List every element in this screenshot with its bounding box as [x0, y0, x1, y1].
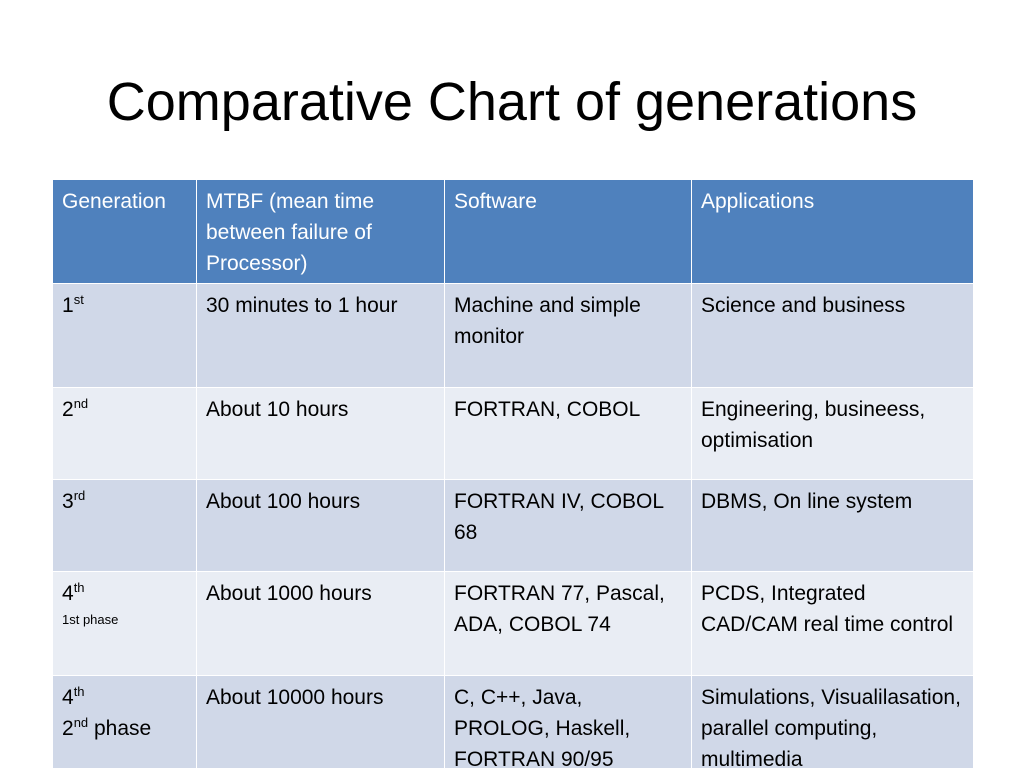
- slide-title: Comparative Chart of generations: [106, 72, 918, 132]
- software-cell: FORTRAN IV, COBOL 68: [444, 479, 692, 572]
- applications-cell: Engineering, busineess, optimisation: [691, 387, 974, 480]
- software-cell: Machine and simple monitor: [444, 283, 692, 388]
- generation-number: 4: [62, 582, 74, 605]
- phase-suffix: nd: [73, 715, 89, 730]
- generation-suffix: st: [73, 292, 84, 307]
- header-software: Software: [444, 179, 692, 284]
- table-row: 1st 30 minutes to 1 hour Machine and sim…: [52, 283, 974, 388]
- mtbf-cell: About 100 hours: [196, 479, 445, 572]
- generation-cell: 1st: [52, 283, 197, 388]
- table-header-row: Generation MTBF (mean time between failu…: [52, 179, 974, 284]
- generations-table: Generation MTBF (mean time between failu…: [52, 179, 974, 768]
- generation-cell: 2nd: [52, 387, 197, 480]
- header-generation: Generation: [52, 179, 197, 284]
- software-cell: FORTRAN, COBOL: [444, 387, 692, 480]
- applications-cell: Science and business: [691, 283, 974, 388]
- software-cell: C, C++, Java, PROLOG, Haskell, FORTRAN 9…: [444, 675, 692, 768]
- table-row: 4th 2nd phase About 10000 hours C, C++, J…: [52, 675, 974, 768]
- generation-suffix: th: [73, 580, 85, 595]
- software-cell: FORTRAN 77, Pascal, ADA, COBOL 74: [444, 571, 692, 676]
- mtbf-cell: About 10 hours: [196, 387, 445, 480]
- generation-phase: 1st phase: [62, 612, 119, 627]
- generation-suffix: nd: [73, 396, 89, 411]
- generation-suffix: rd: [73, 488, 86, 503]
- table-row: 2nd About 10 hours FORTRAN, COBOL Engine…: [52, 387, 974, 480]
- generation-number: 2: [62, 398, 74, 421]
- generation-number: 3: [62, 490, 74, 513]
- applications-cell: DBMS, On line system: [691, 479, 974, 572]
- table-row: 3rd About 100 hours FORTRAN IV, COBOL 68…: [52, 479, 974, 572]
- mtbf-cell: About 1000 hours: [196, 571, 445, 676]
- phase-number: 2: [62, 717, 74, 740]
- applications-cell: PCDS, Integrated CAD/CAM real time contr…: [691, 571, 974, 676]
- mtbf-cell: 30 minutes to 1 hour: [196, 283, 445, 388]
- header-applications: Applications: [691, 179, 974, 284]
- mtbf-cell: About 10000 hours: [196, 675, 445, 768]
- generation-cell: 4th 2nd phase: [52, 675, 197, 768]
- generation-cell: 4th 1st phase: [52, 571, 197, 676]
- applications-cell: Simulations, Visualilasation, parallel c…: [691, 675, 974, 768]
- generation-cell: 3rd: [52, 479, 197, 572]
- header-mtbf: MTBF (mean time between failure of Proce…: [196, 179, 445, 284]
- table-row: 4th 1st phase About 1000 hours FORTRAN 77…: [52, 571, 974, 676]
- generation-number: 4: [62, 686, 74, 709]
- phase-label: phase: [88, 717, 152, 740]
- generation-number: 1: [62, 294, 74, 317]
- generation-suffix: th: [73, 684, 85, 699]
